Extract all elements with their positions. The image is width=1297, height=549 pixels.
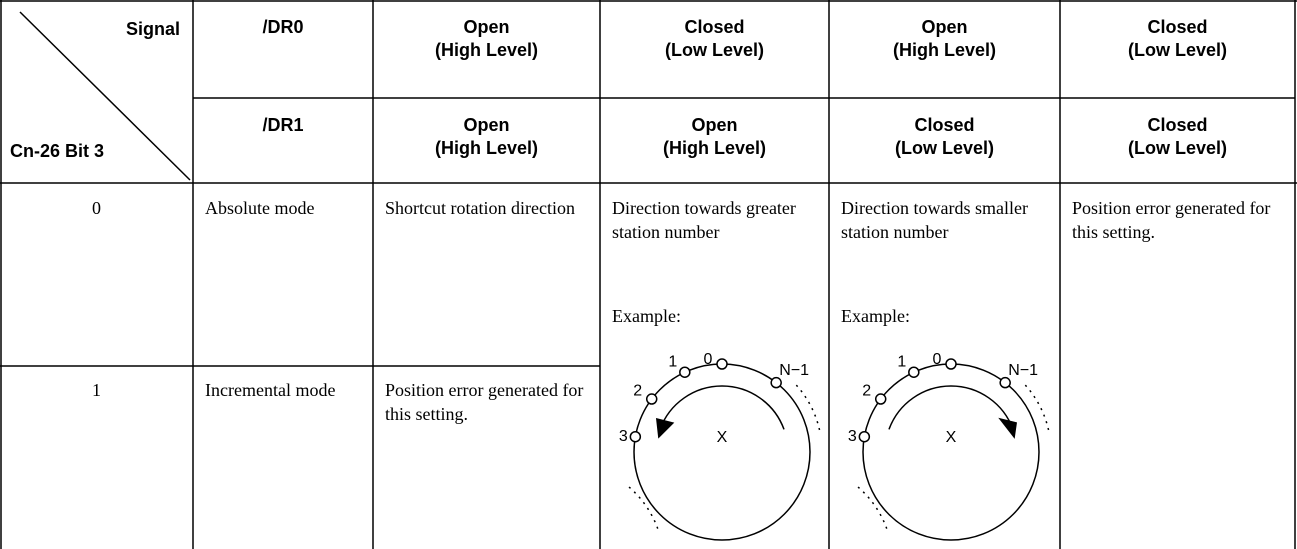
spanning-note: Position error generated for this settin… — [1072, 198, 1271, 242]
header-cell: /DR1 — [262, 115, 304, 135]
station-marker — [874, 393, 887, 405]
station-label: 3 — [619, 428, 628, 445]
station-label: 1 — [668, 353, 677, 370]
header-cell: Closed (Low Level) — [664, 17, 764, 60]
example-description: Direction towards greater station number — [612, 198, 796, 242]
station-marker — [679, 366, 691, 378]
station-marker — [770, 376, 782, 389]
station-circle — [633, 363, 811, 541]
header-cell: Open (High Level) — [662, 115, 766, 158]
station-label: 1 — [897, 353, 906, 370]
center-label: X — [717, 429, 728, 446]
example-description: Direction towards smaller station number — [841, 198, 1028, 242]
station-marker — [629, 430, 642, 443]
arrow-head — [998, 417, 1017, 439]
header-cell: Open (High Level) — [434, 17, 538, 60]
example-label: Example: — [612, 306, 681, 326]
station-marker — [645, 393, 658, 405]
body-cell: 0 — [92, 198, 101, 218]
rotation-arrow — [888, 385, 1014, 430]
station-marker — [908, 366, 920, 378]
header-cell: Closed (Low Level) — [1127, 17, 1227, 60]
body-cell: Position error generated for this settin… — [385, 380, 584, 424]
body-cell: Incremental mode — [205, 380, 336, 400]
station-label: 3 — [848, 428, 857, 445]
example-label: Example: — [841, 306, 910, 326]
corner-top: Signal — [125, 19, 180, 39]
station-label: 2 — [862, 382, 871, 399]
station-marker — [945, 358, 957, 370]
station-marker — [999, 376, 1011, 389]
header-cell: /DR0 — [262, 17, 304, 37]
station-label: 2 — [633, 382, 642, 399]
station-marker — [716, 358, 728, 370]
body-cell: Absolute mode — [205, 198, 315, 218]
header-cell: Closed (Low Level) — [1127, 115, 1227, 158]
station-label: 0 — [704, 351, 713, 368]
arrow-head — [655, 418, 675, 439]
diagonal — [19, 11, 191, 181]
station-circle — [862, 363, 1040, 541]
body-cell: Shortcut rotation direction — [385, 198, 575, 218]
header-cell: Closed (Low Level) — [894, 115, 994, 158]
station-label: N−1 — [1008, 362, 1038, 379]
body-cell: 1 — [92, 380, 101, 400]
corner-bottom: Cn-26 Bit 3 — [10, 141, 105, 161]
header-cell: Open (High Level) — [434, 115, 538, 158]
center-label: X — [946, 429, 957, 446]
station-label: N−1 — [779, 362, 809, 379]
header-cell: Open (High Level) — [892, 17, 996, 60]
station-marker — [858, 430, 871, 443]
station-label: 0 — [933, 351, 942, 368]
rotation-arrow — [659, 385, 785, 430]
